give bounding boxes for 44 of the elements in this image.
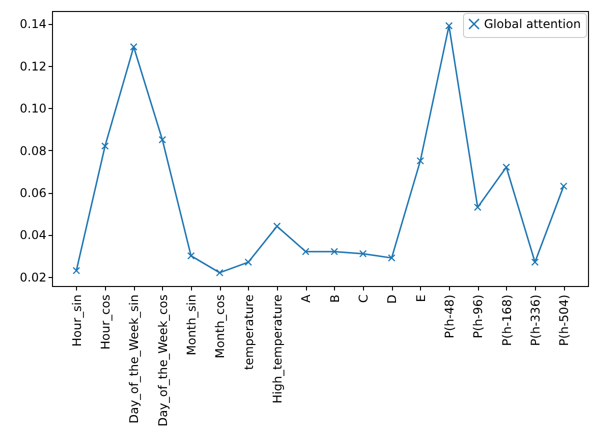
x-tick-label: Day_of_the_Week_sin [127,294,142,424]
x-tick-label: D [385,294,400,304]
point [502,163,510,171]
point [216,268,224,276]
x-tick-label: B [328,294,342,303]
x-tick-label: A [299,294,314,303]
y-tick-label: 0.14 [20,17,46,32]
point [388,254,396,262]
point [273,222,281,230]
legend-label: Global attention [484,17,581,31]
x-tick-label: Hour_cos [98,294,113,350]
x-tick-label: Month_cos [213,294,228,358]
y-tick-label: 0.06 [20,186,46,200]
point [302,248,310,256]
point [416,157,424,165]
x-tick-label: E [414,294,428,302]
y-tick-label: 0.12 [20,59,46,74]
point [474,204,482,212]
x-tick-label: P(h-168) [500,294,514,346]
point [359,250,367,258]
x-tick-label: C [356,294,370,303]
y-tick-label: 0.02 [20,270,46,284]
y-tick-label: 0.04 [20,228,46,242]
y-tick-label: 0.10 [20,102,46,116]
point [244,258,252,266]
point [101,142,109,150]
x-tick-label: Hour_sin [70,294,84,347]
x-tick-label: Day_of_the_Week_cos [156,294,170,427]
x-tick-label: P(h-96) [471,294,486,338]
x-tick-label: Month_sin [184,294,199,356]
x-tick-label: temperature [242,294,256,370]
point [158,136,166,144]
point [72,266,80,274]
x-tick-label: P(h-48) [442,294,456,338]
y-tick-label: 0.08 [20,144,46,158]
x-tick-label: High_temperature [270,294,285,404]
point [187,252,195,260]
point [445,22,453,30]
point [531,258,539,266]
x-tick-label: P(h-504) [557,294,572,346]
point [130,43,138,51]
x-tick-label: P(h-336) [528,294,542,346]
point [330,248,338,256]
point [560,182,568,190]
